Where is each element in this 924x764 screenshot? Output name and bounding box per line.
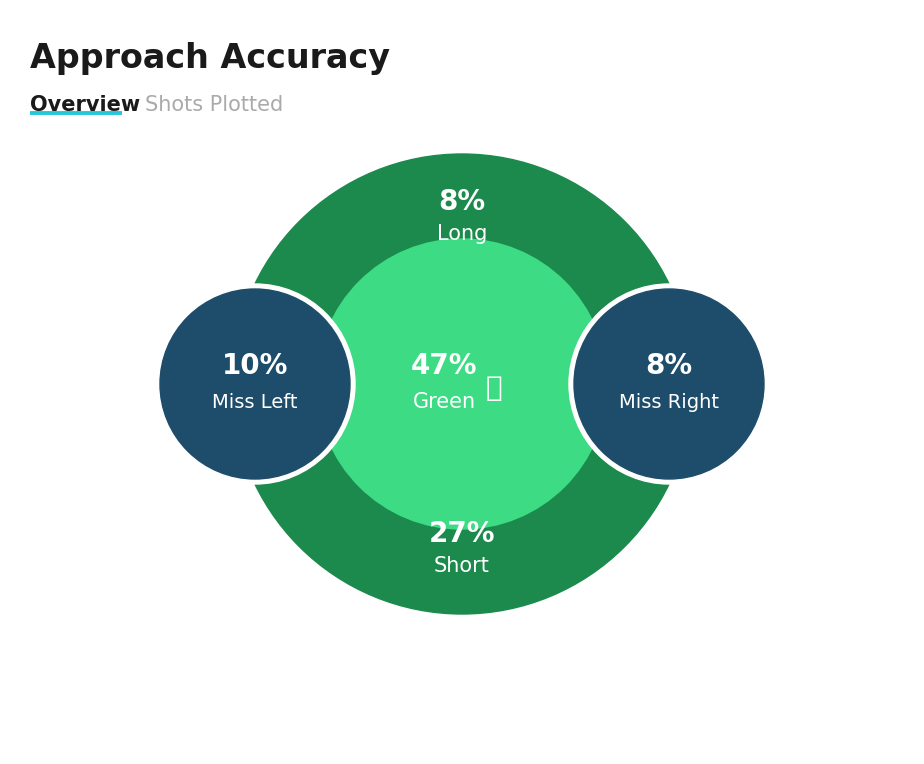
Text: 27%: 27% [429,520,495,548]
Text: Green: Green [412,392,476,412]
Text: Miss Left: Miss Left [213,393,298,412]
Circle shape [160,289,350,479]
Circle shape [574,289,764,479]
Text: ⛳: ⛳ [486,374,503,402]
Circle shape [232,154,692,614]
Text: Miss Right: Miss Right [619,393,719,412]
Text: Long: Long [437,225,487,244]
Circle shape [569,284,769,484]
Text: Shots Plotted: Shots Plotted [145,95,284,115]
Circle shape [155,284,355,484]
Text: 8%: 8% [438,189,486,216]
Text: Approach Accuracy: Approach Accuracy [30,42,390,75]
Text: 8%: 8% [646,352,693,380]
Text: 47%: 47% [411,352,478,380]
Circle shape [317,239,607,529]
Text: Overview: Overview [30,95,140,115]
Text: Short: Short [434,555,490,575]
Text: 10%: 10% [222,352,288,380]
